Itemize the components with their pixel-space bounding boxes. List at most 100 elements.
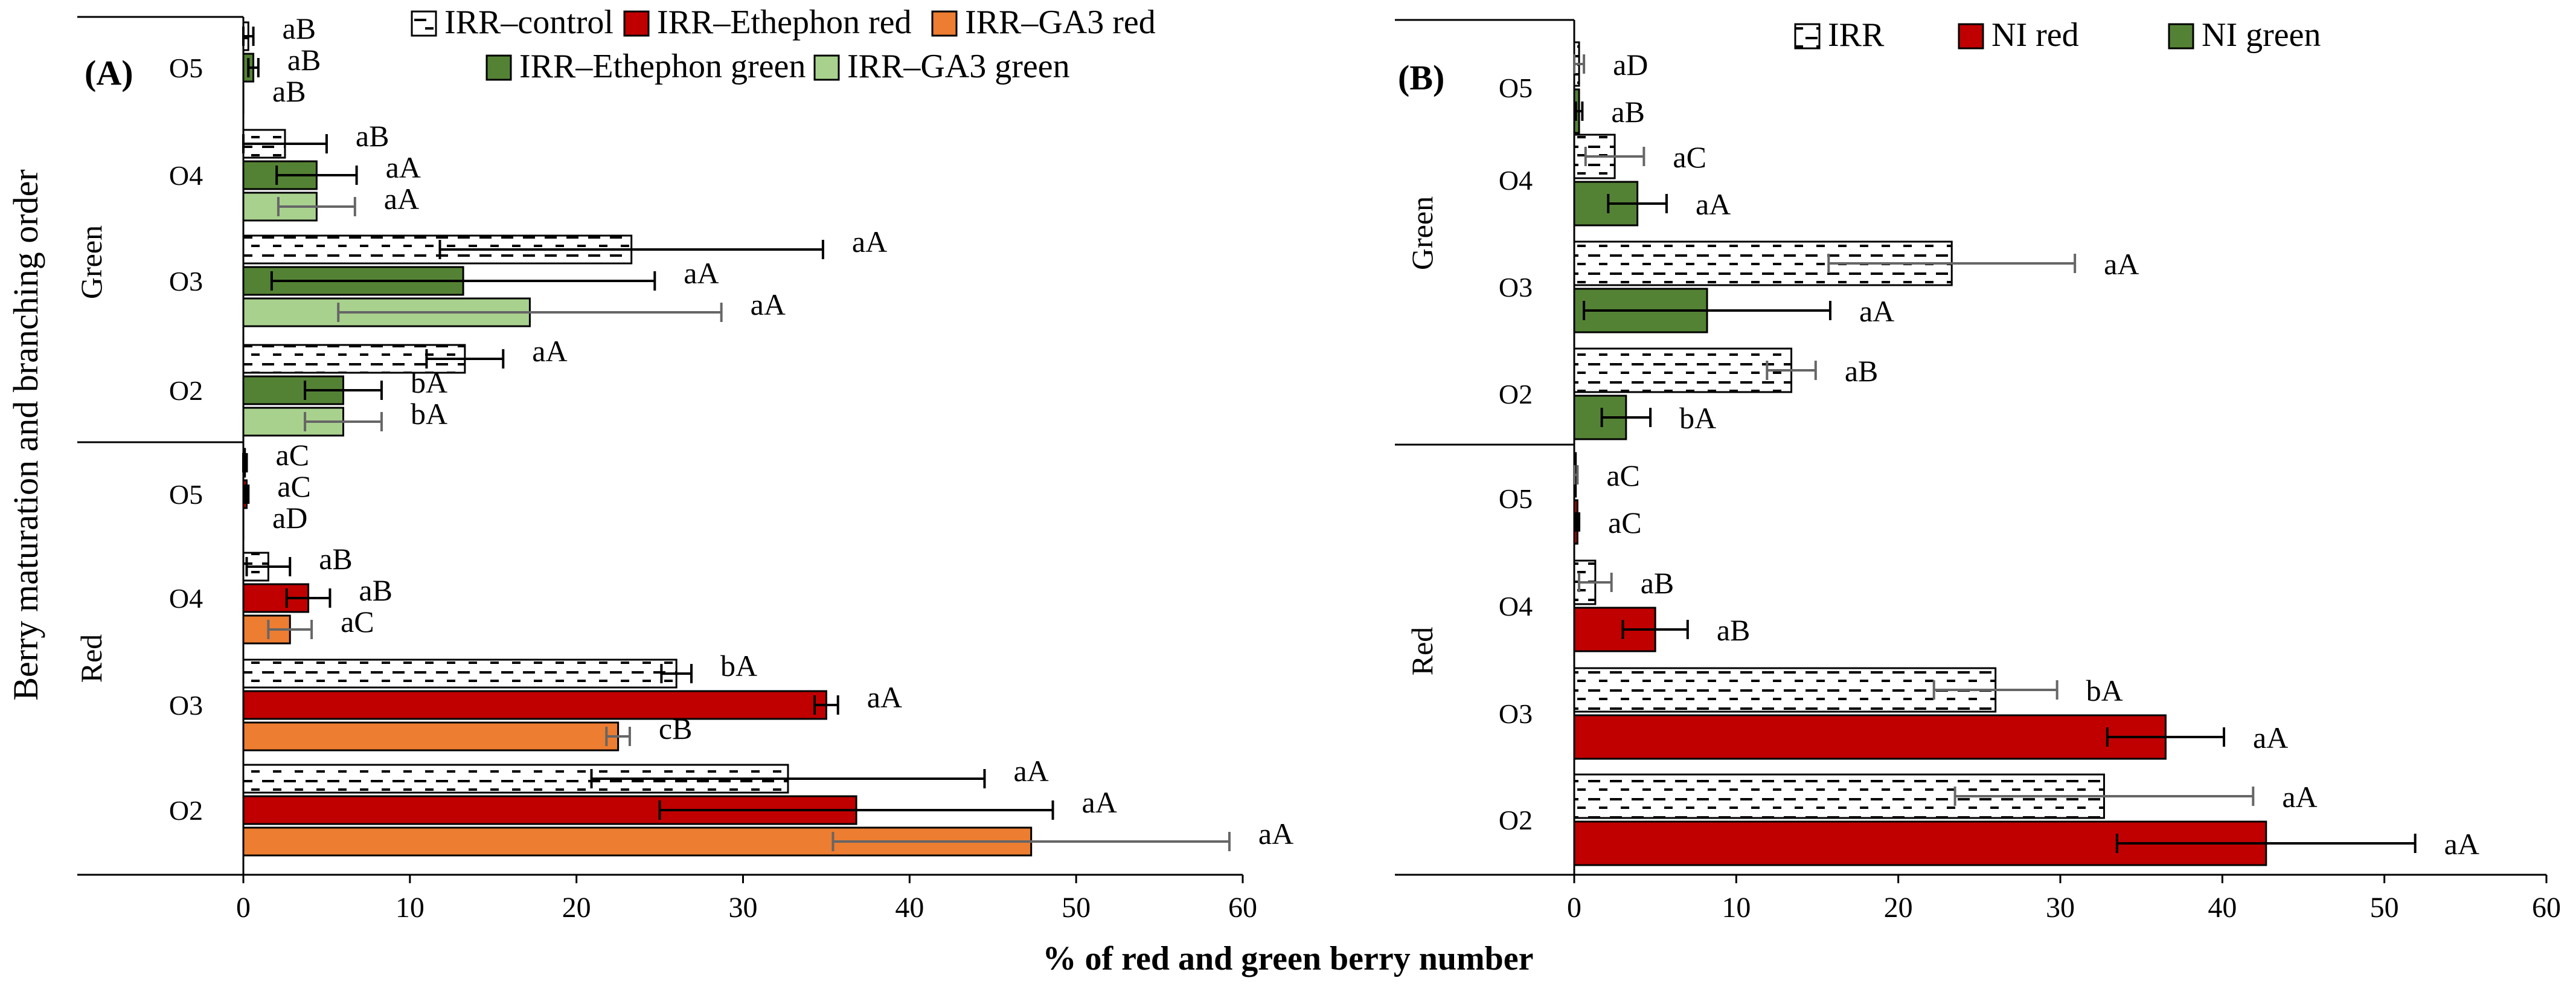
legend-swatch (931, 10, 958, 37)
order-label: O4 (169, 160, 203, 191)
significance-letter: aB (1611, 95, 1645, 129)
order-label: O4 (169, 583, 203, 614)
significance-letter: aA (751, 288, 786, 321)
legend-entry: IRR–GA3 green (847, 48, 1070, 85)
significance-letter: aA (532, 334, 567, 368)
significance-letter: aA (2282, 780, 2317, 814)
y-axis-label: Berry maturation and branching order (6, 169, 45, 700)
x-tick-label: 20 (562, 892, 591, 924)
bar (1573, 347, 1793, 393)
significance-letter: aA (1082, 785, 1117, 819)
legend-entry: IRR (1828, 16, 1885, 54)
order-label: O4 (1499, 165, 1533, 196)
significance-letter: aC (341, 605, 374, 639)
significance-letter: aA (684, 256, 719, 290)
x-tick-label: 30 (2046, 892, 2075, 924)
significance-letter: aB (356, 119, 389, 153)
x-tick-label: 50 (2370, 892, 2399, 924)
order-label: O4 (1499, 591, 1533, 622)
order-label: O5 (1499, 72, 1533, 103)
legend-entry: NI green (2202, 16, 2321, 54)
order-label: O3 (169, 690, 203, 721)
significance-letter: aA (1013, 754, 1048, 788)
significance-letter: aB (272, 74, 306, 108)
significance-letter: aC (1673, 140, 1706, 174)
panel-label: (A) (85, 53, 133, 92)
legend-swatch (2168, 23, 2194, 50)
significance-letter: aB (287, 43, 321, 77)
legend-swatch (1794, 23, 1821, 50)
significance-letter: aB (359, 573, 392, 607)
x-tick-label: 0 (236, 892, 251, 924)
legend-entry: IRR–control (444, 4, 614, 41)
significance-letter: bA (720, 649, 757, 683)
bar (242, 614, 291, 645)
bar (242, 721, 620, 752)
legend-entry: NI red (1991, 16, 2079, 54)
significance-letter: aA (2444, 827, 2479, 861)
bar (1573, 714, 2167, 760)
significance-letter: aA (1696, 187, 1731, 221)
x-tick-label: 40 (895, 892, 924, 924)
group-label-red: Red (74, 634, 108, 683)
significance-letter: aB (283, 11, 316, 45)
significance-letter: aA (1258, 817, 1293, 851)
x-tick-label: 10 (1722, 892, 1751, 924)
significance-letter: aB (1845, 354, 1879, 388)
group-label-green: Green (74, 225, 108, 299)
significance-letter: aA (1859, 294, 1894, 328)
significance-letter: aD (272, 501, 307, 535)
bar (242, 690, 827, 720)
significance-letter: aB (1717, 613, 1751, 647)
legend-swatch (1958, 23, 1984, 50)
order-label: O2 (169, 375, 203, 406)
x-tick-label: 10 (396, 892, 425, 924)
bar (242, 658, 678, 689)
order-label: O5 (169, 479, 203, 510)
significance-letter: bA (1679, 401, 1716, 435)
significance-letter: bA (411, 365, 447, 399)
x-tick-label: 60 (2532, 892, 2561, 924)
significance-letter: bA (2086, 674, 2123, 707)
significance-letter: aA (386, 150, 421, 184)
legend-swatch (485, 54, 512, 81)
panel-a: (A) 0 10 20 30 40 50 60 Green O5 O4 O3 O2 Red O5 O4 O3 O2… (74, 4, 1293, 924)
significance-letter: aA (2253, 721, 2288, 755)
legend-swatch (623, 10, 650, 37)
legend-swatch (411, 10, 437, 37)
significance-letter: aA (2104, 247, 2139, 281)
significance-letter: cB (659, 712, 693, 745)
significance-letter: aB (319, 542, 353, 576)
significance-letter: aC (276, 438, 310, 472)
significance-letter: aB (1641, 566, 1674, 600)
significance-letter: aA (384, 182, 419, 216)
legend-entry: IRR–GA3 red (965, 4, 1156, 41)
significance-letter: aC (277, 469, 311, 503)
order-label: O3 (1499, 272, 1533, 303)
group-label-red: Red (1405, 627, 1439, 676)
panel-label: (B) (1398, 58, 1444, 97)
group-label-green: Green (1405, 196, 1439, 270)
order-label: O3 (169, 266, 203, 297)
legend-entry: IRR–Ethephon red (657, 4, 911, 41)
x-tick-label: 0 (1567, 892, 1581, 924)
order-label: O2 (1499, 379, 1533, 410)
order-label: O2 (1499, 805, 1533, 835)
bar (1573, 667, 1997, 713)
order-label: O5 (169, 53, 203, 83)
x-axis-label: % of red and green berry number (1043, 940, 1534, 977)
significance-letter: aC (1606, 459, 1640, 492)
x-tick-label: 20 (1884, 892, 1913, 924)
significance-letter: aC (1608, 506, 1642, 539)
x-tick-label: 60 (1228, 892, 1257, 924)
x-tick-label: 50 (1062, 892, 1091, 924)
significance-letter: bA (411, 397, 447, 431)
x-tick-label: 40 (2208, 892, 2237, 924)
legend-entry: IRR–Ethephon green (519, 48, 806, 85)
significance-letter: aA (852, 225, 887, 259)
significance-letter: aD (1613, 48, 1648, 82)
legend-swatch (813, 54, 840, 81)
panel-b: (B) 0 10 20 30 40 50 60 Green O5 O4 O3 O2 Red O5 O4 O3 O2… (1395, 16, 2561, 924)
order-label: O5 (1499, 483, 1533, 514)
